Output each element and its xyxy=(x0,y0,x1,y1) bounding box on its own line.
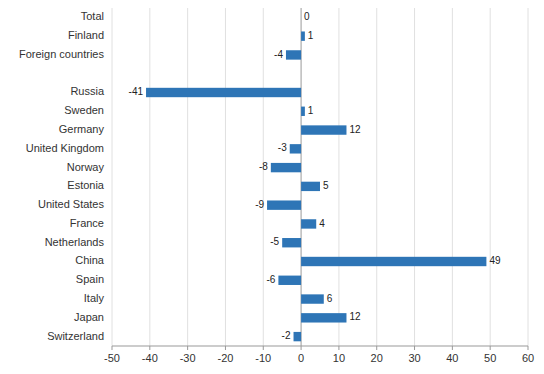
y-tick-label: Spain xyxy=(76,273,104,285)
grid-line xyxy=(338,8,339,346)
bar xyxy=(301,107,305,116)
bar xyxy=(286,50,301,59)
bar xyxy=(301,219,316,228)
y-tick-label: France xyxy=(70,217,104,229)
data-label: -6 xyxy=(266,274,275,285)
bar xyxy=(301,31,305,40)
bar xyxy=(271,163,301,172)
x-tick-label: 60 xyxy=(522,352,534,364)
x-tick-label: 10 xyxy=(333,352,345,364)
bars xyxy=(146,31,486,341)
x-tick-label: -50 xyxy=(104,352,120,364)
y-ticks: Total Finland Foreign countries Russia Swede… xyxy=(19,10,105,341)
data-label: 0 xyxy=(304,11,310,22)
data-label: -8 xyxy=(259,161,268,172)
data-label: -5 xyxy=(270,236,279,247)
x-tick-label: -10 xyxy=(255,352,271,364)
grid-line xyxy=(490,8,491,346)
x-tick xyxy=(301,346,302,350)
data-label: -4 xyxy=(274,49,283,60)
x-tick-label: -30 xyxy=(180,352,196,364)
page: {"chart_data": {"type": "bar", "orientat… xyxy=(0,0,544,374)
grid-line xyxy=(149,8,150,346)
data-label: -9 xyxy=(255,199,264,210)
data-label: 5 xyxy=(323,180,329,191)
data-label: -41 xyxy=(129,86,144,97)
bar xyxy=(301,294,324,303)
data-label: 12 xyxy=(349,124,361,135)
data-labels: 0 1 -4 -41 1 12 -3 -8 5 -9 4 -5 49 -6 6 12 -2 xyxy=(129,11,501,341)
chart: -50-40-30-20-100102030405060TotalFinland… xyxy=(0,0,544,374)
x-tick-label: 40 xyxy=(446,352,458,364)
data-label: -2 xyxy=(282,330,291,341)
x-tick-label: 30 xyxy=(408,352,420,364)
x-tick xyxy=(112,346,113,350)
grid-line xyxy=(263,8,264,346)
y-tick-label: Italy xyxy=(84,292,105,304)
y-tick-label: Japan xyxy=(74,311,104,323)
x-tick xyxy=(452,346,453,350)
x-tick-label: -20 xyxy=(218,352,234,364)
y-tick-label: China xyxy=(75,254,105,266)
bar xyxy=(294,332,302,341)
x-ticks: -50 -40 -30 -20 -10 0 10 20 30 40 50 60 xyxy=(104,346,534,364)
x-tick xyxy=(490,346,491,350)
x-axis-line xyxy=(112,346,528,347)
x-tick-label: 50 xyxy=(484,352,496,364)
grid-line xyxy=(225,8,226,346)
bar xyxy=(278,276,301,285)
data-label: 1 xyxy=(308,105,314,116)
bar xyxy=(301,257,486,266)
bar xyxy=(301,313,346,322)
y-tick-label: Foreign countries xyxy=(19,48,104,60)
bar xyxy=(301,182,320,191)
grid-line xyxy=(528,8,529,346)
x-tick xyxy=(528,346,529,350)
data-label: 12 xyxy=(349,311,361,322)
data-label: 6 xyxy=(327,293,333,304)
grid-line xyxy=(112,8,113,346)
x-tick xyxy=(225,346,226,350)
y-tick-label: Germany xyxy=(59,123,105,135)
grid-line xyxy=(414,8,415,346)
bar xyxy=(301,125,346,134)
data-label: 4 xyxy=(319,218,325,229)
y-tick-label: Total xyxy=(81,10,104,22)
bar xyxy=(301,13,302,22)
x-tick xyxy=(149,346,150,350)
y-tick-label: Norway xyxy=(67,161,105,173)
grid xyxy=(112,8,528,346)
y-tick-label: Switzerland xyxy=(47,330,104,342)
grid-line xyxy=(187,8,188,346)
y-tick-label: Estonia xyxy=(67,179,105,191)
x-tick xyxy=(263,346,264,350)
x-tick-label: 20 xyxy=(371,352,383,364)
bar xyxy=(282,238,301,247)
data-label: -3 xyxy=(278,142,287,153)
y-tick-label: Russia xyxy=(70,85,105,97)
y-tick-label: Netherlands xyxy=(45,236,105,248)
bar xyxy=(290,144,301,153)
y-tick-label: United States xyxy=(38,198,105,210)
data-label: 1 xyxy=(308,30,314,41)
data-label: 49 xyxy=(489,255,501,266)
grid-line xyxy=(376,8,377,346)
y-tick-label: Finland xyxy=(68,29,104,41)
x-tick xyxy=(376,346,377,350)
x-tick-label: -40 xyxy=(142,352,158,364)
bar xyxy=(146,88,301,97)
x-tick xyxy=(187,346,188,350)
bar xyxy=(267,200,301,209)
x-tick xyxy=(414,346,415,350)
grid-line xyxy=(452,8,453,346)
x-tick xyxy=(338,346,339,350)
x-tick-label: 0 xyxy=(298,352,304,364)
y-tick-label: United Kingdom xyxy=(26,142,104,154)
y-tick-label: Sweden xyxy=(64,104,104,116)
